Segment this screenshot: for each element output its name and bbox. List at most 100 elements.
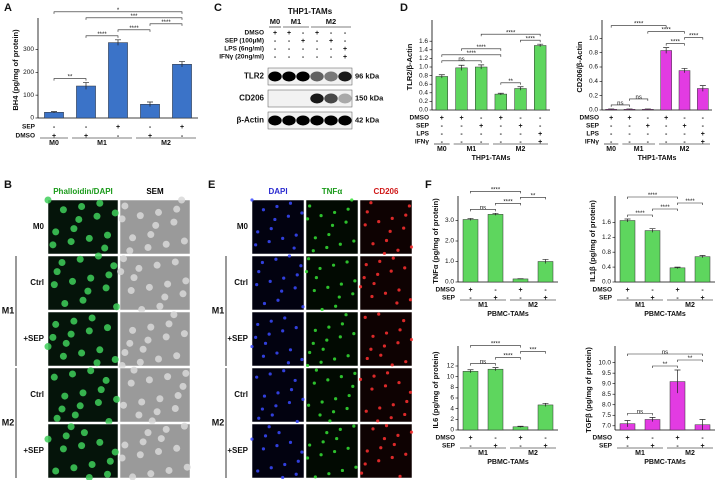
y-tick-label: 1.4 [419,47,428,54]
y-axis-label: TGFβ (pg/mg of protein) [584,347,593,433]
significance-label: **** [660,205,670,211]
y-tick-label: 8.5 [602,391,611,398]
cell [283,462,287,467]
cell [339,282,343,286]
cell [358,377,363,381]
condition-mark: - [610,139,613,146]
condition-mark: + [468,287,472,294]
significance-bracket [520,197,546,200]
significance-label: **** [506,30,516,36]
error-bar [649,417,656,422]
cell [121,441,129,449]
significance-bracket [470,191,521,194]
cell [96,199,104,207]
cell [353,279,357,283]
condition-mark: + [625,435,629,442]
bar [534,45,547,111]
cell [327,325,331,329]
significance-bracket [665,43,685,46]
group-label: M1 [97,140,107,147]
micrograph [305,311,359,367]
cell [334,397,338,401]
cell [105,417,113,425]
blot-band [282,115,296,126]
cell [76,402,84,410]
condition-name: SEP [599,295,613,302]
condition-mark: - [344,30,347,37]
cell [267,332,271,336]
bar [462,371,479,431]
group-label: M2 [685,302,695,309]
condition-mark: + [440,115,444,122]
cell [396,433,400,437]
condition-name: SEP [586,123,600,130]
row-label: Ctrl [30,390,44,399]
y-tick-label: 10.0 [598,359,611,366]
cell [363,315,367,319]
bar [697,88,709,111]
condition-mark: - [500,139,503,146]
cell [104,470,111,478]
bar [678,70,691,111]
condition-name: SEP (100μM) [225,38,264,45]
cell [371,242,375,246]
cell [384,331,389,335]
condition-mark: - [647,139,650,146]
group-label: M2 [516,146,526,153]
condition-mark: - [519,139,522,146]
cell [313,236,317,240]
cell [97,386,105,394]
condition-name: SEP [416,123,430,130]
cell [365,356,369,361]
cell [364,409,368,413]
cell [384,238,389,243]
cell [155,448,162,456]
cell [389,269,393,273]
cell [255,283,259,287]
blot-name: TLR2 [244,72,265,81]
cell [369,347,373,351]
condition-mark: - [519,115,522,122]
cell [275,351,279,355]
cell [67,330,75,338]
cell [318,266,322,271]
significance-label: **** [634,22,644,28]
condition-mark: - [539,115,542,122]
condition-mark: - [181,133,184,140]
cell [260,260,264,265]
column-header: TNFα [322,187,343,196]
error-bar [624,420,631,427]
cell [148,417,156,425]
bar [514,88,527,111]
condition-mark: - [500,131,503,138]
cell [165,466,173,474]
bar [494,93,507,111]
cell [404,452,408,456]
y-axis-label: TNFα (pg/mg of protein) [431,198,440,284]
cell [327,232,331,237]
significance-label: ** [531,193,536,199]
cell [276,298,280,302]
error-bar [467,218,474,221]
significance-bracket [480,33,541,37]
cell [352,239,356,243]
condition-mark: - [274,46,277,53]
condition-mark: + [273,30,277,37]
cell [44,435,52,443]
cell [261,208,266,212]
cell [144,336,152,344]
condition-mark: + [538,139,542,146]
cell [294,233,298,237]
condition-mark: + [675,435,679,442]
micrograph [47,311,119,367]
cell [390,216,394,220]
significance-bracket [500,82,521,85]
condition-mark: - [628,131,631,138]
y-tick-label: 1.0 [419,64,428,71]
cell [398,474,402,478]
cell [96,438,104,446]
cell [340,468,344,473]
cell [270,413,274,417]
significance-bracket [85,17,183,20]
condition-mark: + [343,46,347,53]
